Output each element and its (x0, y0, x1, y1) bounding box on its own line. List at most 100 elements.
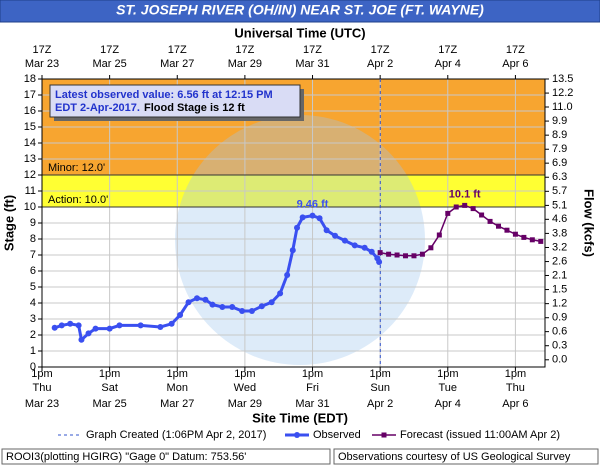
peak-label: 9.46 ft (297, 199, 329, 211)
y2-tick-label: 2.6 (552, 255, 567, 267)
info-box (49, 84, 301, 118)
x-tick-label: 1pm (167, 368, 188, 380)
x-tick-label: 1pm (302, 368, 323, 380)
data-point (538, 238, 544, 244)
x-tick-label: Thu (33, 382, 52, 394)
data-point (479, 212, 485, 218)
x-axis-title: Site Time (EDT) (252, 410, 348, 425)
data-point (411, 253, 417, 259)
y-tick-label: 8 (30, 233, 36, 245)
data-point (92, 325, 99, 332)
y-tick-label: 4 (30, 297, 36, 309)
y2-axis-title: Flow (kcfs) (582, 189, 597, 257)
data-point (512, 231, 518, 237)
data-point (309, 212, 316, 219)
data-point (403, 253, 409, 259)
data-point (78, 336, 85, 343)
y2-tick-label: 11.0 (552, 101, 573, 113)
data-point (521, 234, 527, 240)
data-point (289, 247, 296, 254)
data-point (496, 223, 502, 229)
data-point (445, 210, 451, 216)
x-tick-label: 1pm (505, 368, 526, 380)
data-point (258, 303, 265, 310)
y-tick-label: 18 (24, 73, 36, 85)
data-point (284, 272, 291, 278)
y-tick-label: 14 (24, 137, 36, 149)
data-point (487, 218, 493, 224)
x-tick-label: Fri (306, 382, 319, 394)
legend-marker (381, 432, 387, 438)
info-date: EDT 2-Apr-2017. (55, 102, 140, 114)
data-point (137, 322, 144, 329)
footer-left: ROOI3(plotting HGIRG) "Gage 0" Datum: 75… (6, 451, 246, 463)
y-tick-label: 10 (24, 201, 36, 213)
y2-tick-label: 4.6 (552, 213, 567, 225)
y-tick-label: 12 (24, 169, 36, 181)
x2-tick-label: 17Z (235, 44, 254, 56)
data-point (323, 227, 330, 234)
data-point (116, 322, 123, 329)
data-point (229, 304, 236, 310)
y-tick-label: 15 (24, 121, 36, 133)
y-tick-label: 7 (30, 249, 36, 261)
threshold-label: Action: 10.0' (48, 194, 108, 206)
y2-tick-label: 8.9 (552, 129, 567, 141)
data-point (185, 299, 192, 306)
y-tick-label: 5 (30, 281, 36, 293)
peak-label: 10.1 ft (449, 188, 481, 200)
data-point (219, 304, 226, 310)
x2-tick-label: Mar 29 (228, 58, 262, 70)
x-tick-label: Mar 31 (295, 398, 329, 410)
y-tick-label: 17 (24, 89, 36, 101)
legend-label: Observed (313, 429, 361, 441)
y-tick-label: 11 (25, 185, 36, 197)
info-line: EDT 2-Apr-2017. Flood Stage is 12 ft (55, 102, 245, 114)
footer-right: Observations courtesy of US Geological S… (338, 451, 571, 463)
y-tick-label: 13 (24, 153, 36, 165)
y2-tick-label: 13.5 (552, 73, 573, 85)
y2-tick-label: 5.7 (552, 185, 567, 197)
x-tick-label: 1pm (99, 368, 120, 380)
x2-tick-label: 17Z (438, 44, 457, 56)
data-point (75, 322, 82, 329)
y2-tick-label: 1.2 (552, 298, 567, 310)
data-point (351, 242, 358, 249)
legend-marker (294, 432, 300, 438)
data-point (85, 330, 92, 337)
y2-tick-label: 0.3 (552, 340, 567, 352)
y-tick-label: 0 (30, 361, 36, 373)
y2-tick-label: 5.1 (552, 199, 567, 211)
data-point (470, 206, 476, 212)
y2-tick-label: 12.2 (552, 87, 573, 99)
data-point (376, 259, 383, 266)
data-point (529, 237, 535, 243)
legend-label: Graph Created (1:06PM Apr 2, 2017) (86, 429, 266, 441)
watermark (175, 115, 425, 365)
x2-tick-label: Apr 2 (367, 58, 393, 70)
y2-tick-label: 7.9 (552, 143, 567, 155)
footer-box (1, 448, 331, 465)
x-tick-label: 1pm (369, 368, 390, 380)
y2-tick-label: 6.3 (552, 171, 567, 183)
data-point (239, 308, 246, 314)
x-tick-label: Mon (167, 382, 188, 394)
x2-tick-label: 17Z (100, 44, 119, 56)
x2-axis-title: Universal Time (UTC) (234, 25, 365, 40)
y2-tick-label: 3.8 (552, 227, 567, 239)
data-point (202, 296, 209, 303)
data-point (341, 237, 348, 244)
data-point (332, 232, 339, 239)
data-point (106, 325, 113, 332)
x-tick-label: Sat (101, 382, 118, 394)
data-point (299, 214, 306, 221)
x-tick-label: Mar 23 (25, 398, 59, 410)
y-tick-label: 2 (30, 329, 36, 341)
y2-tick-label: 2.1 (552, 269, 567, 281)
flood-stage: Flood Stage is 12 ft (144, 102, 245, 114)
x2-tick-label: Mar 27 (160, 58, 194, 70)
x2-tick-label: 17Z (506, 44, 525, 56)
y-tick-label: 9 (30, 217, 36, 229)
y-tick-label: 1 (30, 345, 36, 357)
